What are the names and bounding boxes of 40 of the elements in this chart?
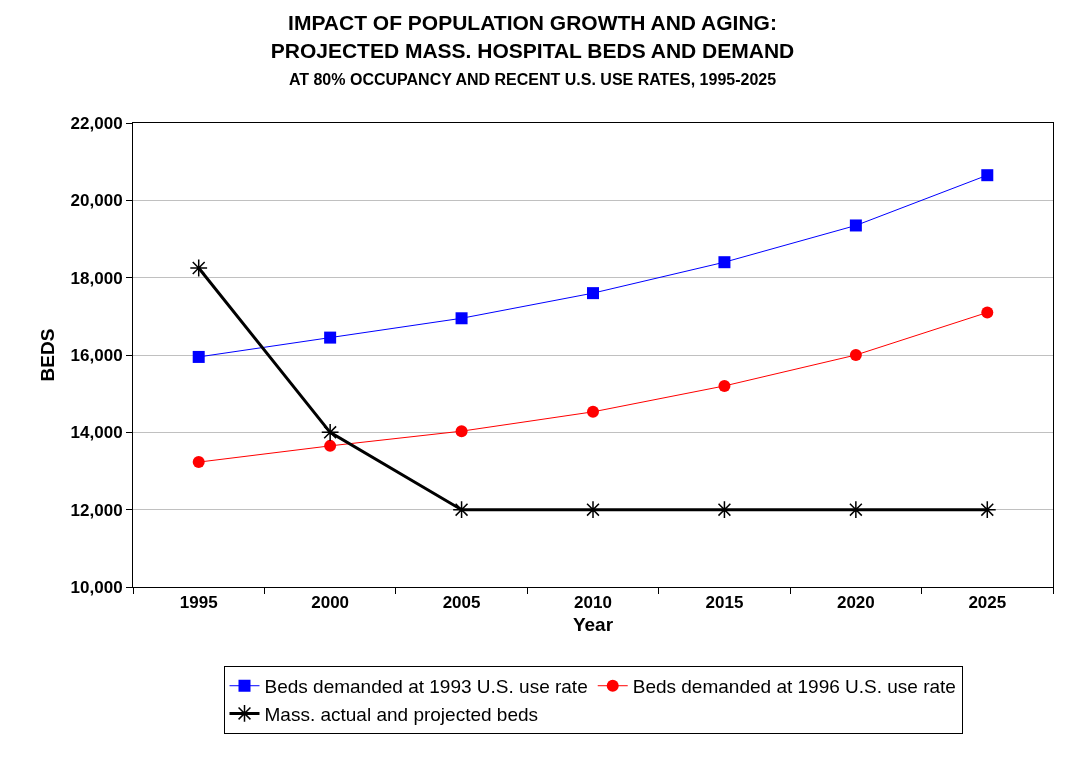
point [718,379,731,392]
y-axis-title: BEDS [37,328,59,382]
y-tick-label: 14,000 [70,423,123,443]
point [978,500,997,519]
x-tick-label: 2000 [311,593,350,613]
point [587,405,599,418]
y-tick-label: 16,000 [70,345,123,365]
y-tick-label: 12,000 [70,500,123,520]
point [981,169,994,182]
point [587,287,599,300]
point [192,350,205,363]
point [849,349,862,361]
point [718,256,731,269]
point [455,425,468,438]
chart-title: IMPACT OF POPULATION GROWTH AND AGING: PROJECTED MASS. HOSPITAL BEDS AND DEMAND [270,11,795,62]
x-tick-label: 2015 [705,593,744,613]
x-tick-label: 2005 [442,593,481,613]
point [455,312,468,325]
chart-subtitle: AT 80% OCCUPANCY AND RECENT U.S. USE RATES, 1995-2025 [288,71,777,89]
point [324,331,337,344]
legend-label: Beds demanded at 1993 U.S. use rate [264,676,588,698]
point [583,500,603,519]
y-tick-label: 10,000 [70,577,123,597]
legend-label: Beds demanded at 1996 U.S. use rate [632,676,956,698]
y-tick-label: 22,000 [70,113,123,133]
x-tick-label: 2010 [574,593,612,613]
point [846,500,866,519]
point [320,423,340,442]
y-tick-label: 20,000 [70,191,123,211]
x-tick-label: 1995 [179,593,218,613]
legend-label: Mass. actual and projected beds [264,703,539,725]
y-tick-label: 18,000 [70,268,123,288]
point [849,219,862,232]
point [981,306,994,319]
x-axis-title: Year [572,614,614,636]
x-tick-label: 2020 [836,593,875,613]
point [192,456,205,469]
point [324,439,337,452]
x-tick-label: 2025 [968,593,1007,613]
point [189,258,208,278]
